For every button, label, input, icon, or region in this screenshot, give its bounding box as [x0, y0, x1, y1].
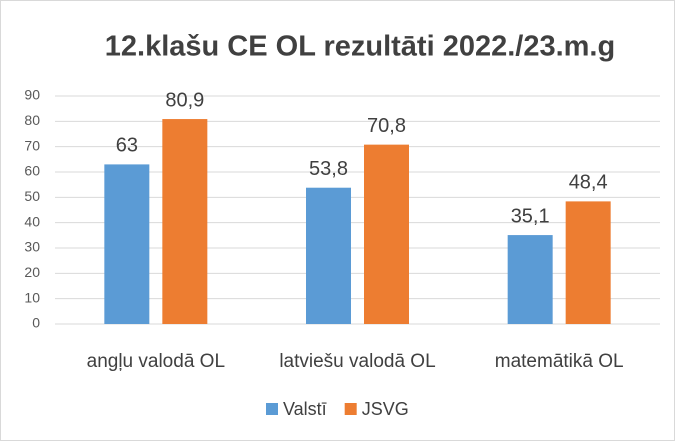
chart-title: 12.klašu CE OL rezultāti 2022./23.m.g [105, 31, 615, 63]
y-tick-label: 90 [24, 87, 40, 103]
bar [104, 164, 150, 324]
y-tick-label: 20 [24, 264, 40, 280]
y-tick-label: 10 [24, 289, 40, 305]
x-tick-label: matemātikā OL [495, 351, 624, 372]
data-label: 70,8 [367, 115, 406, 137]
y-tick-label: 50 [24, 188, 40, 204]
bar [162, 119, 208, 324]
data-label: 35,1 [511, 205, 550, 227]
data-label: 80,9 [165, 89, 204, 111]
legend-label: Valstī [283, 399, 327, 419]
data-label: 63 [116, 135, 138, 157]
legend-swatch [266, 403, 278, 415]
data-label: 53,8 [309, 158, 348, 180]
y-tick-label: 0 [32, 315, 40, 331]
y-tick-label: 70 [24, 137, 40, 153]
y-tick-label: 40 [24, 213, 40, 229]
data-label: 48,4 [569, 172, 608, 194]
bar [364, 144, 409, 324]
legend-swatch [344, 403, 357, 415]
bar [565, 201, 611, 324]
legend-label: JSVG [362, 399, 409, 419]
x-tick-label: latviešu valodā OL [279, 351, 435, 372]
y-tick-label: 30 [24, 239, 40, 255]
y-tick-label: 80 [24, 112, 40, 128]
x-tick-label: angļu valodā OL [87, 351, 225, 372]
bar [507, 235, 553, 324]
y-tick-label: 60 [24, 163, 40, 179]
bar [306, 187, 351, 324]
